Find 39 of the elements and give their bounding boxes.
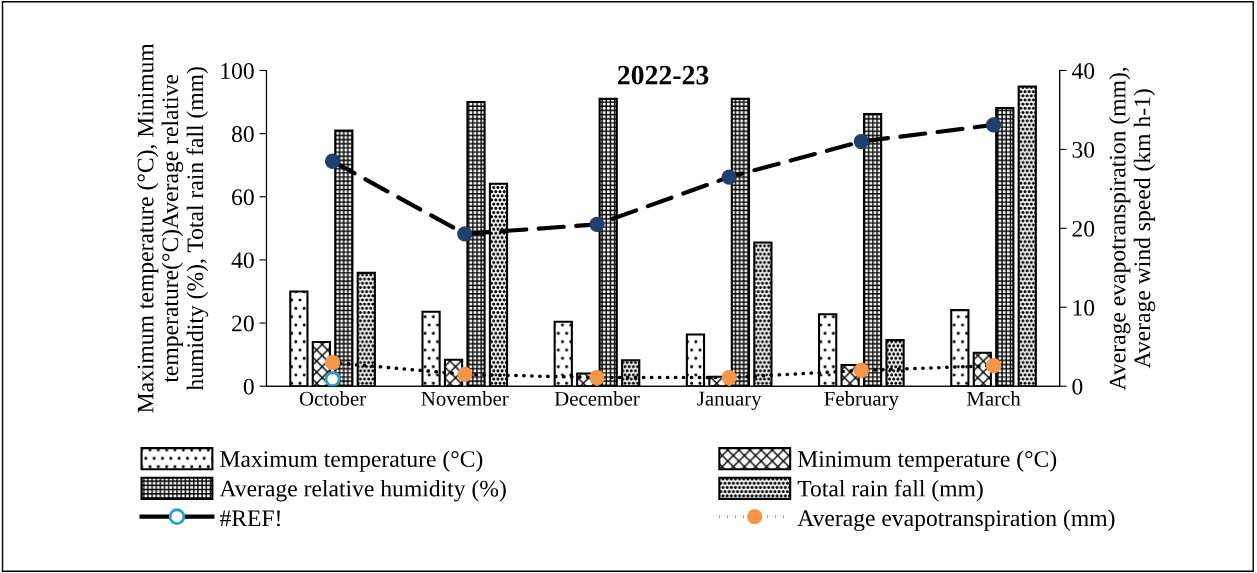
point <box>324 153 341 169</box>
y2-tick-label: 40 <box>1071 62 1095 79</box>
y-axis-title: Maximum temperature (°C), Minimum temperature(°C)Average relative humidity (%), Total rain fall (mm) <box>136 43 209 413</box>
x-tick-label: March <box>966 391 1021 406</box>
legend-label: Average relative humidity (%) <box>219 479 506 502</box>
point <box>721 369 737 386</box>
point <box>324 371 341 387</box>
x-tick-label: October <box>299 391 366 406</box>
point <box>853 362 869 379</box>
legend-label: Minimum temperature (°C) <box>797 450 1057 472</box>
legend-label: Maximum temperature (°C) <box>220 450 483 472</box>
y-tick-label: 20 <box>232 315 254 332</box>
y-tick-label: 60 <box>232 189 254 206</box>
x-tick-label: January <box>697 391 762 410</box>
y-tick-label: 40 <box>231 252 254 269</box>
legend-label: Average evapotranspiration (mm) <box>797 509 1115 532</box>
chart-title: 2022-23 <box>617 65 709 85</box>
point <box>721 169 737 185</box>
legend-label: #REF! <box>219 510 280 527</box>
y2-tick-label: 20 <box>1072 220 1095 237</box>
y2-tick-label: 10 <box>1073 299 1095 316</box>
point <box>457 366 473 383</box>
point <box>985 117 1002 133</box>
point <box>589 369 605 386</box>
y-tick-label: 100 <box>221 62 254 79</box>
y2-axis-title: Average evapotranspiration (mm), Average wind speed (km h-1) <box>1108 67 1156 391</box>
y-tick-label: 80 <box>231 126 254 143</box>
x-tick-label: November <box>421 391 509 406</box>
point <box>985 358 1002 374</box>
legend-label: Total rain fall (mm) <box>797 479 983 502</box>
y2-tick-label: 0 <box>1072 378 1083 395</box>
point <box>457 226 473 242</box>
x-tick-label: February <box>824 391 899 411</box>
point <box>589 216 605 233</box>
x-tick-label: December <box>554 391 640 406</box>
y2-tick-label: 30 <box>1072 141 1095 158</box>
y-tick-label: 0 <box>243 378 254 395</box>
point <box>324 354 341 371</box>
point <box>853 133 869 150</box>
